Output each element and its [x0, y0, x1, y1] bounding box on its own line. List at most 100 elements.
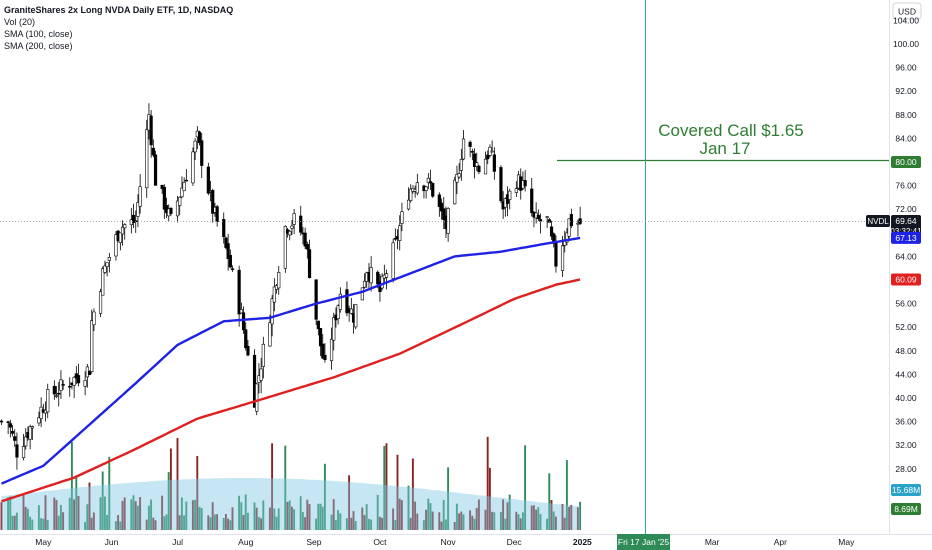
- price-tick-label: 44.00: [895, 369, 917, 379]
- candle-body: [15, 444, 19, 458]
- legend-sma200: SMA (200, close): [4, 41, 73, 51]
- price-tick-label: 48.00: [895, 346, 917, 356]
- volume-bar: [334, 520, 337, 530]
- time-tick-label: Dec: [507, 537, 523, 547]
- volume-bar: [563, 517, 566, 530]
- last-price-tag: [891, 215, 921, 237]
- candle-body: [475, 162, 479, 167]
- candle-body: [560, 245, 565, 271]
- price-tick-label: 36.00: [895, 417, 917, 427]
- volume-bar: [68, 497, 71, 530]
- candle-body: [316, 320, 320, 330]
- candle-body: [406, 199, 411, 210]
- candle-body: [567, 218, 571, 237]
- volume-bar: [491, 511, 494, 530]
- volume-bar: [440, 521, 443, 530]
- volume-bars: [0, 436, 582, 530]
- volume-bar: [123, 497, 126, 530]
- volume-bar: [207, 515, 210, 530]
- volume-bar: [519, 518, 522, 530]
- volume-bar: [484, 509, 487, 530]
- candle-body: [272, 286, 276, 303]
- volume-bar: [242, 515, 245, 530]
- currency-button[interactable]: [892, 2, 922, 20]
- volume-bar: [554, 516, 557, 530]
- last-price-text: 69.64: [895, 216, 917, 226]
- candle-body: [224, 237, 228, 248]
- candle-body: [369, 267, 373, 284]
- candle-body: [13, 436, 17, 441]
- candle-body: [283, 226, 287, 269]
- volume-bar: [169, 448, 172, 530]
- price-tick-label: 32.00: [895, 440, 917, 450]
- candle-body: [492, 154, 496, 172]
- candle-body: [288, 230, 292, 236]
- volume-bar: [508, 494, 511, 530]
- volume-bar: [286, 501, 289, 530]
- candle-body: [360, 287, 364, 301]
- price-axis-ticks: 28.00 32.00 36.00 40.00 44.00 48.00 52.00 56.00…: [893, 15, 919, 473]
- volume-ma-area: [1, 478, 581, 530]
- candle-body: [290, 225, 294, 229]
- volume-bar: [183, 515, 186, 530]
- volume-bar: [548, 473, 551, 530]
- volume-bar: [114, 521, 117, 530]
- volume-bar: [352, 511, 355, 530]
- volume-bar: [152, 517, 155, 530]
- volume-bar: [315, 518, 318, 530]
- price-tick-label: 84.00: [895, 133, 917, 143]
- time-tick-label: Sep: [306, 537, 321, 547]
- volume-bar: [75, 477, 78, 530]
- symbol-tag: [866, 215, 890, 227]
- candle-body: [270, 298, 274, 325]
- candle-body: [530, 188, 534, 213]
- time-tick-label: Jun: [105, 537, 119, 547]
- candle-body: [323, 354, 327, 361]
- price-tick-label: 28.00: [895, 464, 917, 474]
- volume-bar: [486, 436, 489, 530]
- volume-bar: [409, 517, 412, 530]
- candle-body: [362, 280, 367, 288]
- candle-body: [461, 138, 466, 160]
- candle-body: [98, 291, 103, 314]
- volume-bar: [273, 508, 276, 530]
- volume-bar: [11, 515, 14, 530]
- sma-100-line: [1, 236, 581, 485]
- volume-bar: [178, 515, 181, 530]
- volume-bar: [185, 501, 188, 530]
- volume-bar: [385, 443, 388, 530]
- volume-bar: [427, 498, 430, 530]
- candle-body: [39, 406, 43, 419]
- volume-bar: [227, 518, 230, 530]
- sma100-value-tag: [891, 231, 921, 244]
- candle-body: [318, 328, 323, 347]
- volume-bar: [165, 514, 168, 530]
- volume-bar: [546, 518, 549, 530]
- candle-body: [61, 384, 65, 386]
- volume-bar: [530, 505, 533, 530]
- candle-body: [329, 339, 334, 362]
- candle-body: [391, 242, 395, 279]
- candle-body: [200, 140, 204, 166]
- volume-bar: [396, 454, 399, 530]
- volume-bar: [268, 507, 271, 530]
- volume-bar: [524, 445, 527, 530]
- volume-bar: [99, 497, 102, 530]
- volume-bar: [29, 516, 32, 530]
- volume-bar: [517, 514, 520, 530]
- volume-bar: [460, 511, 463, 530]
- candle-body: [255, 383, 259, 412]
- candle-body: [103, 265, 107, 273]
- candle-body: [92, 311, 96, 326]
- sma-200-line: [1, 278, 581, 503]
- volume-bar: [167, 472, 170, 530]
- sma200-value-text: 60.09: [895, 274, 917, 284]
- volume-bar: [106, 514, 109, 530]
- volume-bar: [576, 507, 579, 530]
- candle-body: [442, 208, 446, 220]
- volume-bar: [370, 519, 373, 530]
- time-tick-label: Jul: [172, 537, 183, 547]
- volume-bar: [288, 500, 291, 530]
- volume-bar: [330, 514, 333, 530]
